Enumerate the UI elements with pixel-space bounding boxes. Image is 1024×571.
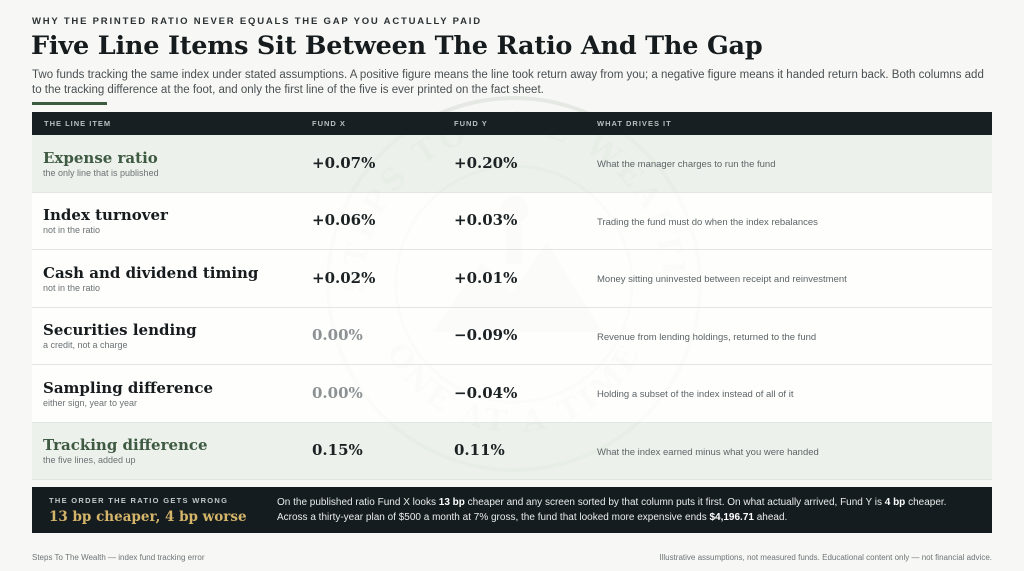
fund-y-value: +0.20% [454, 153, 518, 172]
footer-disclaimer: Illustrative assumptions, not measured f… [659, 553, 992, 562]
table-header: THE LINE ITEM FUND X FUND Y WHAT DRIVES … [32, 112, 992, 135]
line-item-name: Cash and dividend timing [43, 263, 259, 282]
driver-text: What the index earned minus what you wer… [597, 446, 819, 458]
line-item-note: not in the ratio [43, 282, 101, 293]
line-item-name: Expense ratio [43, 148, 158, 167]
fund-x-value: +0.07% [312, 153, 376, 172]
fund-y-value: +0.03% [454, 211, 518, 230]
fund-y-value: −0.04% [454, 383, 518, 402]
column-header-fund-x: FUND X [312, 119, 346, 128]
column-header-line-item: THE LINE ITEM [44, 119, 112, 128]
driver-text: Holding a subset of the index instead of… [597, 389, 794, 401]
fund-y-value: 0.11% [454, 441, 505, 460]
fund-x-value: 0.00% [312, 383, 363, 402]
page-subtitle: Two funds tracking the same index under … [32, 69, 984, 96]
line-item-note: the five lines, added up [43, 455, 136, 466]
driver-text: What the manager charges to run the fund [597, 159, 776, 171]
fund-y-value: +0.01% [454, 268, 518, 287]
footer-source: Steps To The Wealth — index fund trackin… [32, 553, 205, 562]
table-row-sampling-difference: Sampling difference either sign, year to… [32, 365, 992, 423]
table-row-securities-lending: Securities lending a credit, not a charg… [32, 307, 992, 365]
fund-x-value: 0.00% [312, 326, 363, 345]
column-header-fund-y: FUND Y [454, 119, 488, 128]
fund-x-value: +0.02% [312, 268, 376, 287]
summary-banner: THE ORDER THE RATIO GETS WRONG 13 bp che… [32, 487, 992, 533]
line-items-table: THE LINE ITEM FUND X FUND Y WHAT DRIVES … [32, 112, 992, 480]
table-row-cash-dividend-timing: Cash and dividend timing not in the rati… [32, 250, 992, 308]
fund-x-value: +0.06% [312, 211, 376, 230]
line-item-note: either sign, year to year [43, 397, 138, 408]
table-row-expense-ratio: Expense ratio the only line that is publ… [32, 135, 992, 193]
banner-kicker: THE ORDER THE RATIO GETS WRONG [49, 495, 229, 505]
fund-x-value: 0.15% [312, 441, 363, 460]
banner-headline: 13 bp cheaper, 4 bp worse [49, 508, 247, 525]
table-row-index-turnover: Index turnover not in the ratio +0.06% +… [32, 192, 992, 250]
driver-text: Revenue from lending holdings, returned … [597, 331, 817, 343]
line-item-name: Sampling difference [43, 378, 213, 397]
fund-y-value: −0.09% [454, 326, 518, 345]
line-item-note: the only line that is published [43, 167, 159, 178]
line-item-name: Index turnover [43, 206, 168, 225]
accent-rule [32, 102, 107, 105]
page-kicker: WHY THE PRINTED RATIO NEVER EQUALS THE G… [32, 16, 482, 27]
line-item-name: Securities lending [43, 321, 197, 340]
column-header-driver: WHAT DRIVES IT [597, 119, 672, 128]
line-item-name: Tracking difference [43, 436, 208, 455]
line-item-note: a credit, not a charge [43, 340, 128, 351]
line-item-note: not in the ratio [43, 225, 101, 236]
table-row-tracking-difference: Tracking difference the five lines, adde… [32, 422, 992, 480]
driver-text: Money sitting uninvested between receipt… [597, 274, 847, 286]
driver-text: Trading the fund must do when the index … [597, 216, 818, 228]
banner-text: On the published ratio Fund X looks 13 b… [277, 497, 947, 523]
page-title: Five Line Items Sit Between The Ratio An… [31, 31, 763, 61]
